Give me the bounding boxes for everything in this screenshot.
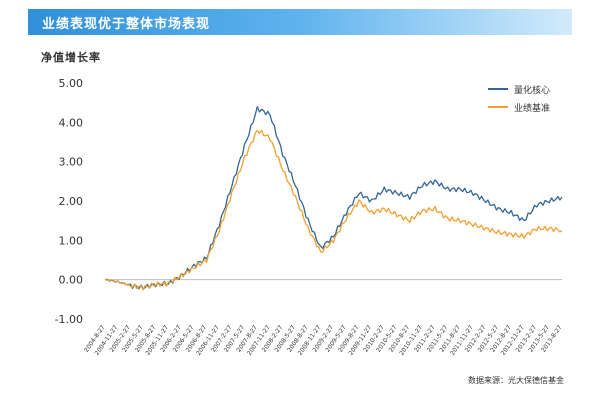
y-tick-label: 4.00 [59, 116, 84, 129]
legend-label: 业绩基准 [514, 102, 550, 114]
y-tick-label: 1.00 [59, 234, 84, 247]
y-tick-label: 0.00 [59, 274, 84, 287]
chart-title: 业绩表现优于整体市场表现 [42, 17, 211, 32]
source-note: 数据来源：光大保德信基金 [468, 376, 564, 385]
title-banner: 业绩表现优于整体市场表现 [28, 9, 572, 35]
y-tick-label: 2.00 [59, 195, 84, 208]
series-line-main [104, 106, 563, 290]
series-line-benchmark [104, 129, 563, 291]
legend-label: 量化核心 [514, 84, 550, 96]
y-tick-label: 3.00 [59, 156, 84, 169]
y-tick-label: -1.00 [55, 313, 83, 326]
y-axis-label: 净值增长率 [41, 51, 101, 64]
y-tick-label: 5.00 [59, 77, 84, 90]
